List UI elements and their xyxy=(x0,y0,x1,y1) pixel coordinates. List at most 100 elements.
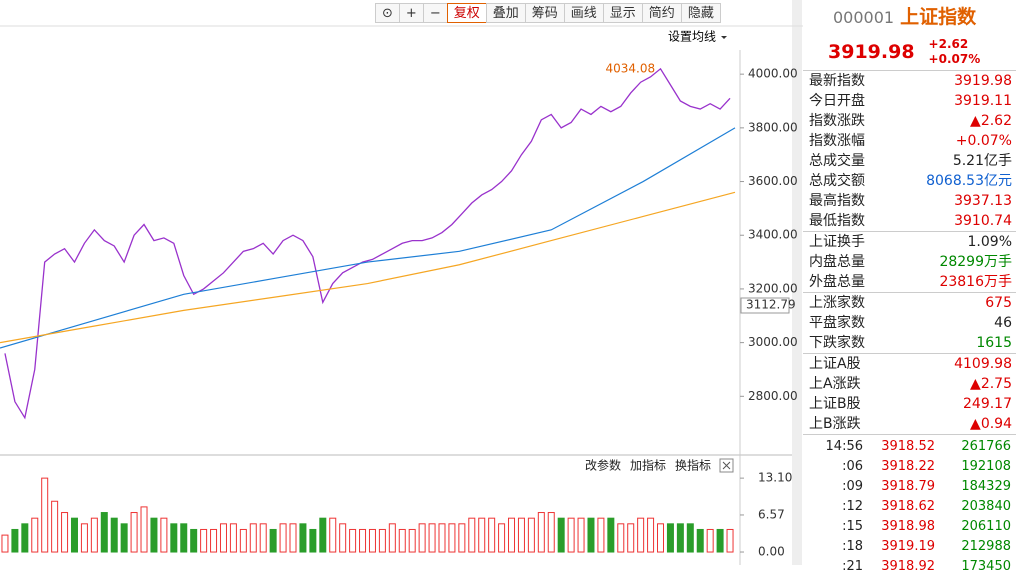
volume-bar xyxy=(498,523,506,553)
volume-bar xyxy=(229,523,237,553)
quote-row: 外盘总量 23816万手 xyxy=(803,272,1016,292)
trade-time: :09 xyxy=(842,479,863,494)
volume-bar xyxy=(339,523,347,553)
trade-time: :21 xyxy=(842,559,863,574)
y-tick-label: 3400.00 xyxy=(748,228,798,242)
volume-bar xyxy=(130,512,138,553)
volume-bar xyxy=(41,477,49,553)
row-label: 内盘总量 xyxy=(809,254,865,270)
volume-bar xyxy=(120,523,128,553)
volume-bar xyxy=(269,528,277,553)
trade-price: 3918.52 xyxy=(881,439,935,454)
volume-bar xyxy=(90,517,98,553)
lock-button[interactable]: ⊙ xyxy=(375,3,400,23)
change-block: +2.62 +0.07% xyxy=(929,37,981,67)
volume-bar xyxy=(627,523,635,553)
toolbar-button[interactable]: 隐藏 xyxy=(680,3,721,23)
volume-bar xyxy=(190,528,198,553)
volume-bar xyxy=(726,528,734,553)
row-value: 23816万手 xyxy=(939,274,1012,290)
row-label: 上证换手 xyxy=(809,234,865,250)
toolbar: ⊙ + − 复权 叠加 筹码 画线 显示 简约 隐藏 xyxy=(375,3,721,23)
trade-volume: 261766 xyxy=(961,439,1011,454)
trade-volume: 212988 xyxy=(961,539,1011,554)
row-value: 8068.53亿元 xyxy=(926,173,1012,189)
volume-bar xyxy=(21,523,29,553)
volume-bar xyxy=(239,528,247,553)
quote-row: 上证A股 4109.98 xyxy=(803,354,1016,374)
toolbar-button[interactable]: 筹码 xyxy=(524,3,565,23)
toolbar-button[interactable]: 复权 xyxy=(446,3,487,23)
toolbar-button[interactable]: 叠加 xyxy=(485,3,526,23)
volume-bar xyxy=(180,523,188,553)
volume-bar xyxy=(279,523,287,553)
quote-row: 今日开盘 3919.11 xyxy=(803,91,1016,111)
quote-panel: 000001 上证指数 3919.98 +2.62 +0.07% 最新指数 3919.98 今… xyxy=(803,0,1016,574)
volume-bar xyxy=(438,523,446,553)
row-value: ▲2.62 xyxy=(970,113,1012,129)
quote-group: 上涨家数 675 平盘家数 46 下跌家数 1615 xyxy=(803,292,1016,353)
volume-bar xyxy=(637,517,645,553)
quote-row: 上涨家数 675 xyxy=(803,293,1016,313)
indicator-menu[interactable]: 改参数 xyxy=(585,458,621,473)
trade-row: :06 3918.22 192108 xyxy=(803,457,1016,477)
volume-bar xyxy=(647,517,655,553)
y-tick-label: 3600.00 xyxy=(748,174,798,188)
volume-bar xyxy=(468,517,476,553)
quote-row: 指数涨跌 ▲2.62 xyxy=(803,111,1016,131)
toolbar-button[interactable]: 显示 xyxy=(602,3,643,23)
volume-bar xyxy=(517,517,525,553)
volume-bar xyxy=(666,523,674,553)
trade-row: :12 3918.62 203840 xyxy=(803,497,1016,517)
toolbar-button[interactable]: 画线 xyxy=(563,3,604,23)
volume-bar xyxy=(458,523,466,553)
row-label: 上涨家数 xyxy=(809,295,865,311)
volume-bar xyxy=(80,523,88,553)
volume-bar xyxy=(319,517,327,553)
y-tick-label: 6.57 xyxy=(758,507,785,521)
chart: 设置均线 4000.00 3800.00 3600.00 3400.00 3200.00… xyxy=(0,0,803,565)
volume-bar xyxy=(388,523,396,553)
volume-bar xyxy=(289,523,297,553)
volume-bar xyxy=(706,528,714,553)
trade-price: 3918.98 xyxy=(881,519,935,534)
volume-bar xyxy=(368,528,376,553)
trade-volume: 206110 xyxy=(961,519,1011,534)
y-tick-label: 2800.00 xyxy=(748,389,798,403)
quote-group: 上证A股 4109.98 上A涨跌 ▲2.75 上证B股 249.17 上B涨跌 ▲0.94 xyxy=(803,353,1016,434)
volume-bar xyxy=(219,523,227,553)
row-label: 上B涨跌 xyxy=(809,416,861,432)
last-price: 3919.98 xyxy=(828,41,915,63)
y-tick-label: 3000.00 xyxy=(748,335,798,349)
volume-bar xyxy=(170,523,178,553)
volume-bar xyxy=(418,523,426,553)
row-label: 今日开盘 xyxy=(809,93,865,109)
quote-row: 上证B股 249.17 xyxy=(803,394,1016,414)
row-label: 最高指数 xyxy=(809,193,865,209)
trade-time: :06 xyxy=(842,459,863,474)
row-label: 下跌家数 xyxy=(809,335,865,351)
indicator-menu[interactable]: 加指标 xyxy=(630,458,666,473)
ma-setting[interactable]: 设置均线 xyxy=(668,30,716,44)
row-value: 1.09% xyxy=(967,234,1012,250)
toolbar-button[interactable]: 简约 xyxy=(641,3,682,23)
row-value: 3919.11 xyxy=(954,93,1012,109)
volume-bar xyxy=(488,517,496,553)
row-value: 3910.74 xyxy=(954,213,1012,229)
trade-volume: 203840 xyxy=(961,499,1011,514)
volume-bar xyxy=(299,523,307,553)
volume-bar xyxy=(607,517,615,553)
trade-volume: 192108 xyxy=(961,459,1011,474)
volume-bar xyxy=(587,517,595,553)
zoom-in[interactable]: + xyxy=(398,3,424,23)
volume-bar xyxy=(478,517,486,553)
indicator-menu[interactable]: 换指标 xyxy=(675,458,711,473)
y-tick-label: 4000.00 xyxy=(748,67,798,81)
volume-bar xyxy=(398,528,406,553)
trade-row: :18 3919.19 212988 xyxy=(803,537,1016,557)
volume-bar xyxy=(527,517,535,553)
row-label: 平盘家数 xyxy=(809,315,865,331)
high-label: 4034.08 xyxy=(606,62,656,76)
zoom-out[interactable]: − xyxy=(422,3,448,23)
quote-group: 上证换手 1.09% 内盘总量 28299万手 外盘总量 23816万手 xyxy=(803,231,1016,292)
